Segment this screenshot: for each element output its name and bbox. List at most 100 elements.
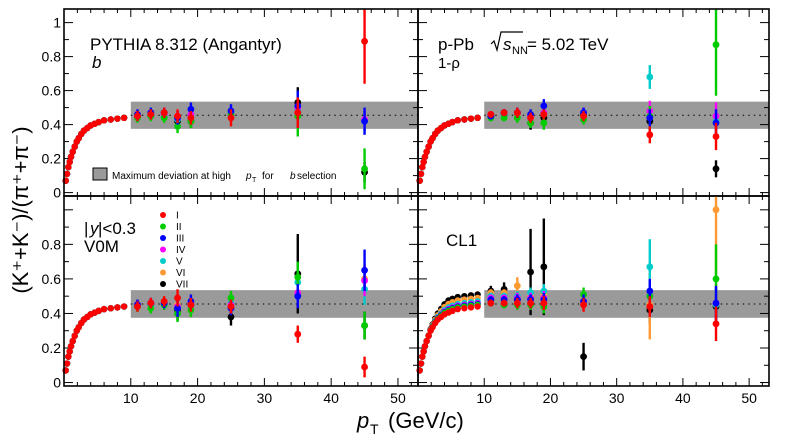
low-pt-point [474,303,481,310]
data-point-I [487,299,495,307]
legend-label-IV: IV [176,245,186,256]
data-point-I [580,301,587,309]
panel-frame [417,195,770,387]
low-pt-point [425,143,432,150]
data-point-II [361,322,368,329]
data-point-I [294,330,302,338]
energy-sub-nn: NN [512,45,528,57]
panel-V0M: 0 0.2 0.4 0.6 0.8 10 20 30 40 50 [42,195,419,406]
low-pt-point [120,114,128,122]
low-pt-point [63,360,71,367]
x-tick-label: 20 [543,390,559,406]
low-pt-point [71,143,78,150]
y-axis-title: (K⁺+K⁻)/(π⁺+π⁻) [8,126,33,293]
data-point-I [147,111,155,118]
low-pt-point [95,118,102,126]
data-point-I [487,111,495,118]
y-tick-label: 0 [53,375,61,391]
low-pt-point [65,353,72,360]
panel-1-rho [416,8,770,197]
panel-1rho-subtitle: 1-ρ [438,55,460,72]
low-pt-point [67,343,75,350]
y-tick-label: 1 [53,15,61,31]
panel-v0m-title: V0M [84,237,119,256]
data-point-I [187,301,195,309]
data-point-II [227,294,235,302]
energy-sqrt-s: s [503,35,512,54]
data-point-I [227,303,235,310]
low-pt-point [100,305,108,313]
data-point-I [580,112,587,120]
legend-label-V: V [176,257,183,268]
data-point-III [174,304,181,312]
data-point-I [540,299,548,307]
low-pt-point [67,153,75,161]
low-pt-point [449,118,456,126]
data-point-VI [712,206,720,214]
low-pt-point [461,116,468,123]
x-tick-label: 20 [190,390,206,406]
data-point-I [540,111,548,118]
data-point-VII [712,165,720,173]
panel-b-subtitle: b [92,53,101,72]
legend-marker-I [160,212,166,218]
data-point-III [646,114,654,122]
low-pt-point [425,332,432,340]
x-tick-label: 30 [257,390,273,406]
data-point-V [646,73,654,81]
energy-value: = 5.02 TeV [527,35,609,54]
legend-label-VII: VII [176,280,188,291]
data-point-II [500,114,508,122]
data-point-I [227,114,235,122]
low-pt-point [423,148,430,155]
data-point-I [174,294,181,302]
low-pt-point [63,170,71,178]
panel-1rho-title: p-Pb [438,35,474,54]
data-point-III [712,299,720,307]
y-tick-label: 0.8 [42,236,62,252]
x-axis-title-units: (GeV/c) [388,408,464,433]
low-pt-point [419,163,426,171]
data-point-I [527,299,534,307]
data-point-I [500,299,508,307]
band-legend-selection: selection [297,171,336,182]
low-pt-point [95,307,102,315]
legend-marker-VII [160,281,166,287]
data-point-I [134,112,141,120]
low-pt-point [71,332,78,340]
data-point-I [361,37,368,45]
legend-marker-VI [160,269,166,276]
data-point-III [540,102,548,110]
x-axis-title-p: p [356,408,369,433]
sqrt-icon [490,31,523,53]
y-tick-label: 0.2 [42,151,62,167]
x-tick-label: 10 [476,390,492,406]
data-point-II [294,273,302,281]
low-pt-point [417,170,425,178]
data-point-III [361,266,368,274]
panel-cl1-title: CL1 [446,231,477,250]
y-tick-label: 0 [53,185,61,201]
rapidity-cut: |<0.3 [98,219,136,238]
panel-CL1: 10 20 30 40 50 [416,195,770,406]
x-tick-label: 30 [609,390,625,406]
low-pt-point [474,114,481,122]
band-legend-swatch [92,167,108,181]
legend-marker-IV [160,246,166,253]
y-tick-label: 0.4 [42,117,62,133]
x-axis-title-sub: T [370,421,379,437]
low-pt-point [69,337,76,345]
data-point-I [513,299,521,307]
legend-label-I: I [176,211,179,222]
x-axis-title: p T (GeV/c) [356,408,464,437]
data-point-I [646,131,654,139]
y-tick-label: 0.4 [42,305,62,321]
y-tick-label: 0.2 [42,340,62,356]
low-pt-point [107,116,114,123]
low-pt-point [467,304,475,311]
x-tick-label: 10 [123,390,139,406]
data-point-I [712,133,720,140]
data-point-VII [527,268,534,276]
panel-b: 0 0.2 0.4 0.6 0.8 1 [42,8,419,201]
